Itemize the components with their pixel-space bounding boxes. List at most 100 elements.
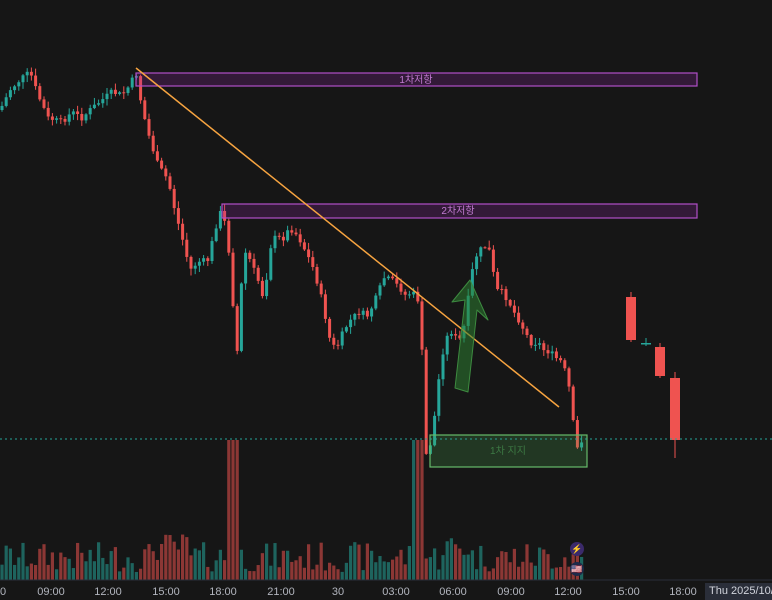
volume-bar	[122, 567, 126, 580]
candle-body	[449, 334, 453, 336]
volume-bar	[244, 568, 248, 580]
volume-bar	[42, 544, 46, 580]
candle-body	[67, 114, 71, 122]
volume-bar	[265, 543, 269, 580]
volume-bar	[168, 535, 172, 580]
volume-bar	[315, 564, 319, 580]
volume-bar	[340, 571, 344, 580]
candle-body	[101, 99, 105, 104]
candle-body	[109, 89, 113, 94]
volume-bar	[550, 568, 554, 580]
time-axis: 0 09:00 12:00 15:00 18:00 21:00 30 03:00…	[0, 586, 697, 598]
volume-bar	[223, 560, 227, 580]
volume-bar	[424, 558, 428, 580]
candle-body	[4, 97, 8, 106]
resistance-zone-2[interactable]: 2차저항	[221, 203, 698, 219]
volume-bar	[21, 542, 25, 580]
candle-body	[323, 294, 327, 319]
resistance-zone-1[interactable]: 1차저항	[135, 72, 698, 87]
candle-body	[487, 247, 491, 250]
candle-body	[281, 236, 285, 241]
volume-bar	[269, 565, 273, 580]
volume-bar	[290, 561, 294, 580]
candle-body	[80, 113, 84, 121]
volume-bar	[147, 544, 151, 580]
us-flag-icon[interactable]: 🇺🇸	[570, 562, 584, 576]
candle-body	[391, 276, 395, 279]
volume-bar	[248, 571, 252, 580]
descending-trendline[interactable]	[135, 67, 560, 408]
volume-bar	[281, 550, 285, 580]
volume-bar	[512, 548, 516, 580]
volume-bar	[63, 557, 67, 580]
candle-body	[210, 241, 214, 261]
candle-body	[0, 105, 4, 110]
support-zone-1[interactable]: 1차 지지	[429, 434, 588, 468]
volume-bar	[357, 544, 361, 580]
candle-body	[470, 269, 474, 296]
candle-body	[130, 77, 134, 88]
volume-bar	[454, 544, 458, 580]
candle-body	[517, 312, 521, 323]
volume-bar	[370, 550, 374, 580]
candle-body	[29, 71, 33, 76]
volume-bar	[29, 563, 33, 580]
candle-body	[491, 249, 495, 272]
candle-body	[206, 258, 210, 261]
candle-body	[508, 300, 512, 306]
up-arrow-annotation[interactable]	[451, 279, 489, 393]
candle-body	[176, 208, 180, 224]
volume-bar	[46, 564, 50, 580]
candle-body	[340, 331, 344, 346]
candle-body	[525, 328, 529, 335]
volume-bar	[420, 440, 424, 580]
candle-body	[420, 301, 424, 350]
volume-bar	[449, 538, 453, 580]
candle-body	[407, 294, 411, 296]
candle-body	[59, 118, 63, 120]
candle-body	[97, 103, 101, 105]
candle-body	[214, 228, 218, 242]
lightning-icon[interactable]: ⚡	[570, 542, 584, 556]
candle-body	[533, 344, 537, 346]
candle-body	[361, 310, 365, 315]
volume-bar	[4, 545, 8, 580]
volume-bars	[0, 440, 584, 580]
candle-body	[580, 442, 584, 448]
candle-body	[412, 291, 416, 295]
volume-bar	[483, 566, 487, 580]
candle-body	[185, 239, 189, 257]
candle-body	[155, 151, 159, 161]
volume-bar	[151, 551, 155, 580]
candle-body	[139, 76, 143, 101]
candle-body	[277, 235, 281, 237]
volume-bar	[134, 571, 138, 580]
candle-body	[365, 310, 369, 317]
candle-body	[315, 266, 319, 284]
candle-body	[286, 230, 290, 241]
candle-body	[641, 343, 651, 345]
candle-body	[34, 75, 38, 87]
candle-body	[189, 256, 193, 269]
candle-body	[546, 350, 550, 354]
volume-bar	[17, 557, 21, 580]
volume-bar	[542, 549, 546, 580]
candle-body	[92, 104, 96, 109]
candle-body	[273, 235, 277, 249]
candle-body	[42, 99, 46, 108]
candle-body	[382, 278, 386, 286]
candle-body	[25, 71, 29, 76]
candle-body	[147, 119, 151, 136]
candle-body	[357, 313, 361, 315]
candle-body	[197, 261, 201, 266]
volume-bar	[382, 561, 386, 580]
volume-bar	[206, 566, 210, 580]
volume-bar	[76, 542, 80, 580]
candle-body	[328, 318, 332, 338]
candle-body	[441, 354, 445, 380]
candle-body	[311, 257, 315, 267]
volume-bar	[403, 564, 407, 580]
candle-body	[479, 247, 483, 257]
candle-body	[164, 168, 168, 177]
